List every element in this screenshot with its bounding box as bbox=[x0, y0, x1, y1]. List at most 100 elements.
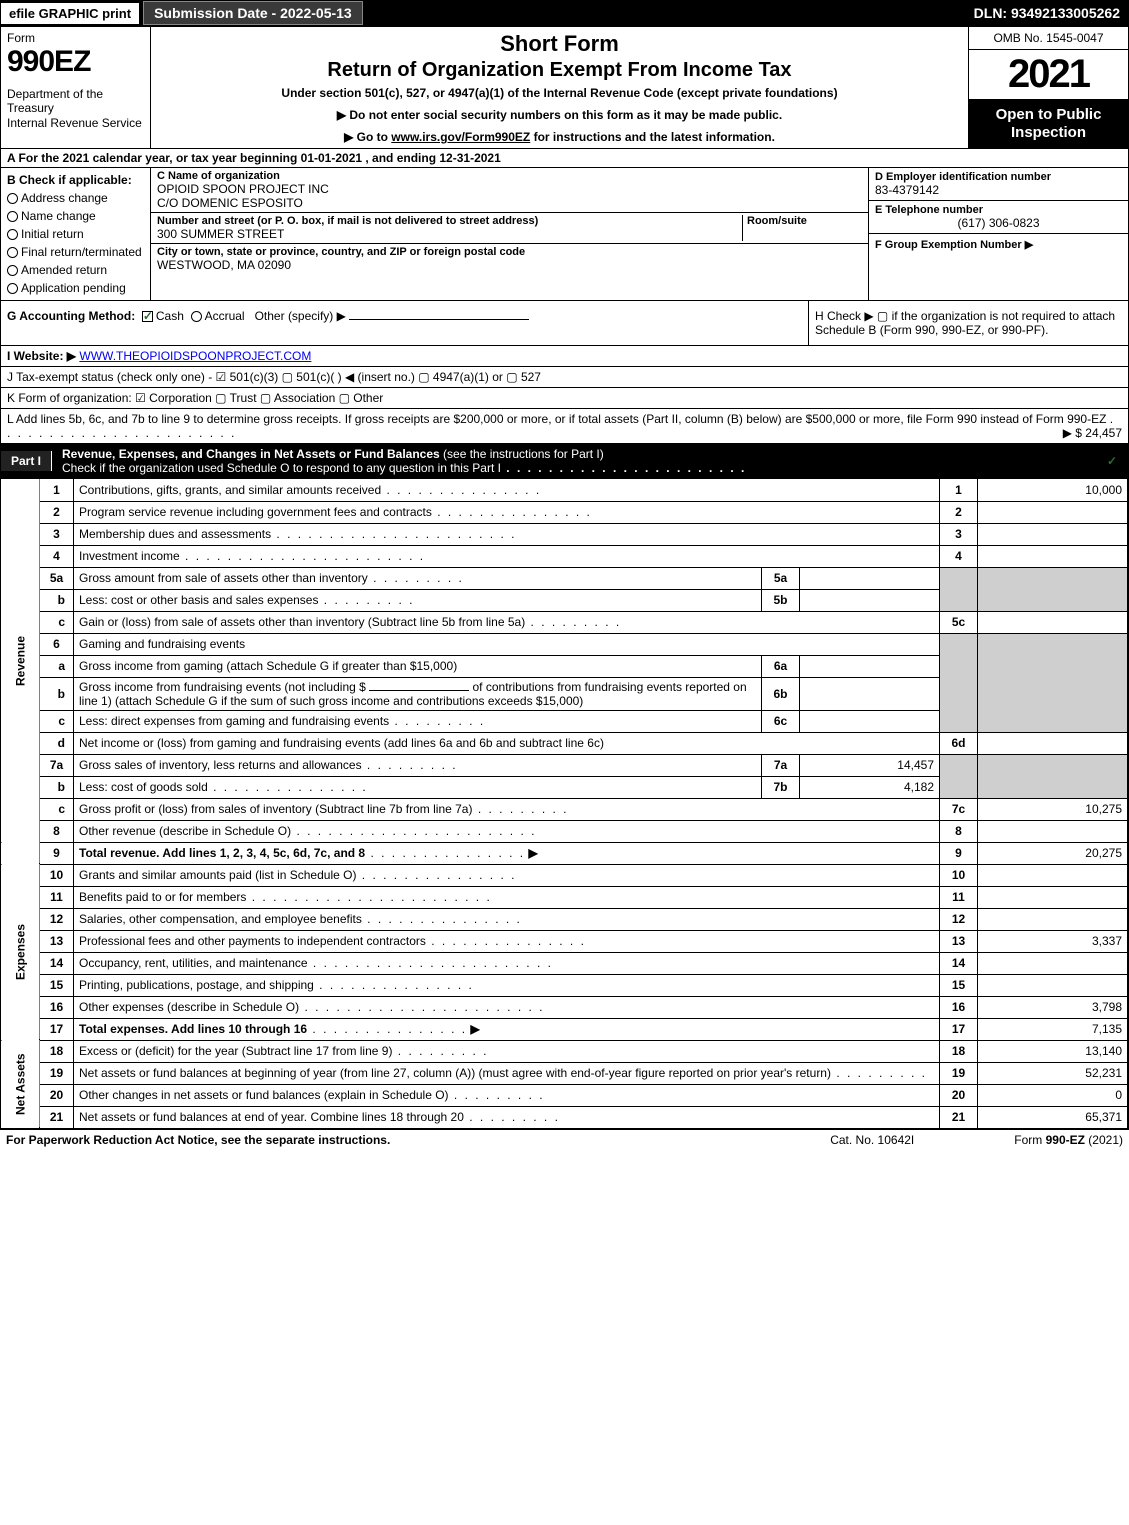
tel-lbl: E Telephone number bbox=[875, 204, 1122, 216]
c-name-row: C Name of organization OPIOID SPOON PROJ… bbox=[151, 168, 868, 213]
val-19: 52,231 bbox=[978, 1062, 1128, 1084]
inst2-pre: ▶ Go to bbox=[344, 130, 391, 144]
c-addr-row: Number and street (or P. O. box, if mail… bbox=[151, 213, 868, 244]
cb-amended[interactable]: Amended return bbox=[7, 261, 144, 279]
val-17: 7,135 bbox=[978, 1018, 1128, 1040]
d-ein-row: D Employer identification number 83-4379… bbox=[869, 168, 1128, 201]
g-other: Other (specify) ▶ bbox=[255, 309, 346, 323]
ein-lbl: D Employer identification number bbox=[875, 171, 1122, 183]
l-amount: ▶ $ 24,457 bbox=[1063, 426, 1122, 440]
tel: (617) 306-0823 bbox=[875, 216, 1122, 230]
irs-link[interactable]: www.irs.gov/Form990EZ bbox=[391, 130, 530, 144]
side-expenses: Expenses bbox=[1, 864, 40, 1040]
part1-title: Revenue, Expenses, and Changes in Net As… bbox=[52, 444, 1106, 478]
rd-accrual-icon[interactable] bbox=[191, 311, 202, 322]
radio-icon bbox=[7, 193, 18, 204]
c-city-lbl: City or town, state or province, country… bbox=[157, 246, 862, 258]
radio-icon bbox=[7, 211, 18, 222]
val-7c: 10,275 bbox=[978, 798, 1128, 820]
row-k: K Form of organization: ☑ Corporation ▢ … bbox=[1, 388, 1128, 409]
row-j: J Tax-exempt status (check only one) - ☑… bbox=[1, 367, 1128, 388]
room-lbl: Room/suite bbox=[747, 215, 862, 227]
instruction-1: ▶ Do not enter social security numbers o… bbox=[159, 108, 960, 122]
footer-center: Cat. No. 10642I bbox=[830, 1133, 914, 1147]
inst2-post: for instructions and the latest informat… bbox=[530, 130, 775, 144]
part1-checkbox[interactable] bbox=[1106, 454, 1120, 468]
g-cash: Cash bbox=[156, 309, 184, 323]
form-container: Form 990EZ Department of the Treasury In… bbox=[0, 26, 1129, 1130]
block-b: B Check if applicable: Address change Na… bbox=[1, 168, 151, 300]
open-inspection: Open to Public Inspection bbox=[969, 100, 1128, 148]
cb-address-change[interactable]: Address change bbox=[7, 189, 144, 207]
row-i: I Website: ▶ WWW.THEOPIOIDSPOONPROJECT.C… bbox=[1, 346, 1128, 367]
part1-header: Part I Revenue, Expenses, and Changes in… bbox=[1, 444, 1128, 479]
radio-icon bbox=[7, 247, 18, 258]
title-2: Return of Organization Exempt From Incom… bbox=[159, 59, 960, 82]
header-right: OMB No. 1545-0047 2021 Open to Public In… bbox=[968, 27, 1128, 148]
cb-application-pending[interactable]: Application pending bbox=[7, 279, 144, 297]
col-h: H Check ▶ ▢ if the organization is not r… bbox=[808, 301, 1128, 345]
val-7b: 4,182 bbox=[800, 776, 940, 798]
footer-right: Form 990-EZ (2021) bbox=[1014, 1133, 1123, 1147]
val-9: 20,275 bbox=[978, 842, 1128, 864]
header-left: Form 990EZ Department of the Treasury In… bbox=[1, 27, 151, 148]
footer: For Paperwork Reduction Act Notice, see … bbox=[0, 1130, 1129, 1150]
val-16: 3,798 bbox=[978, 996, 1128, 1018]
row-gh: G Accounting Method: Cash Accrual Other … bbox=[1, 301, 1128, 346]
val-7a: 14,457 bbox=[800, 754, 940, 776]
ln: 1 bbox=[40, 479, 74, 501]
g-accrual: Accrual bbox=[205, 309, 245, 323]
org-name-1: OPIOID SPOON PROJECT INC bbox=[157, 182, 862, 196]
form-header: Form 990EZ Department of the Treasury In… bbox=[1, 27, 1128, 149]
c-addr-lbl: Number and street (or P. O. box, if mail… bbox=[157, 215, 742, 227]
omb-number: OMB No. 1545-0047 bbox=[969, 27, 1128, 50]
header-middle: Short Form Return of Organization Exempt… bbox=[151, 27, 968, 148]
i-lbl: I Website: ▶ bbox=[7, 349, 76, 363]
radio-icon bbox=[7, 229, 18, 240]
g-other-blank[interactable] bbox=[349, 319, 529, 320]
e-tel-row: E Telephone number (617) 306-0823 bbox=[869, 201, 1128, 234]
val-1: 10,000 bbox=[978, 479, 1128, 501]
f-group-row: F Group Exemption Number ▶ bbox=[869, 234, 1128, 254]
ein: 83-4379142 bbox=[875, 183, 1122, 197]
arrow-icon: ▶ bbox=[470, 1022, 479, 1036]
arrow-icon: ▶ bbox=[528, 846, 537, 860]
org-city: WESTWOOD, MA 02090 bbox=[157, 258, 862, 272]
b-title: B Check if applicable: bbox=[7, 171, 144, 189]
block-def: D Employer identification number 83-4379… bbox=[868, 168, 1128, 300]
form-number: 990EZ bbox=[7, 45, 144, 79]
tax-year: 2021 bbox=[969, 50, 1128, 100]
org-name-2: C/O DOMENIC ESPOSITO bbox=[157, 196, 862, 210]
org-addr: 300 SUMMER STREET bbox=[157, 227, 742, 241]
val-13: 3,337 bbox=[978, 930, 1128, 952]
dln: DLN: 93492133005262 bbox=[966, 2, 1128, 24]
footer-left: For Paperwork Reduction Act Notice, see … bbox=[6, 1133, 390, 1147]
c-name-lbl: C Name of organization bbox=[157, 170, 862, 182]
row-l: L Add lines 5b, 6c, and 7b to line 9 to … bbox=[1, 409, 1128, 444]
side-revenue: Revenue bbox=[1, 479, 40, 842]
top-bar: efile GRAPHIC print Submission Date - 20… bbox=[0, 0, 1129, 26]
form-word: Form bbox=[7, 31, 144, 45]
g-lbl: G Accounting Method: bbox=[7, 309, 135, 323]
l-text: L Add lines 5b, 6c, and 7b to line 9 to … bbox=[7, 412, 1106, 426]
title-1: Short Form bbox=[159, 31, 960, 57]
part1-table: Revenue 1 Contributions, gifts, grants, … bbox=[1, 479, 1128, 1129]
part1-label: Part I bbox=[1, 451, 52, 471]
val-21: 65,371 bbox=[978, 1106, 1128, 1128]
website-link[interactable]: WWW.THEOPIOIDSPOONPROJECT.COM bbox=[79, 349, 311, 363]
val-18: 13,140 bbox=[978, 1040, 1128, 1062]
c-city-row: City or town, state or province, country… bbox=[151, 244, 868, 274]
block-c: C Name of organization OPIOID SPOON PROJ… bbox=[151, 168, 868, 300]
efile-label: efile GRAPHIC print bbox=[1, 3, 139, 24]
block-bcd: B Check if applicable: Address change Na… bbox=[1, 168, 1128, 301]
checkbox-icon bbox=[1106, 456, 1117, 467]
cb-final-return[interactable]: Final return/terminated bbox=[7, 243, 144, 261]
submission-date: Submission Date - 2022-05-13 bbox=[143, 1, 363, 25]
radio-icon bbox=[7, 283, 18, 294]
cb-name-change[interactable]: Name change bbox=[7, 207, 144, 225]
cb-cash-icon[interactable] bbox=[142, 311, 153, 322]
val-20: 0 bbox=[978, 1084, 1128, 1106]
radio-icon bbox=[7, 265, 18, 276]
grp-lbl: F Group Exemption Number ▶ bbox=[875, 239, 1033, 251]
cb-initial-return[interactable]: Initial return bbox=[7, 225, 144, 243]
